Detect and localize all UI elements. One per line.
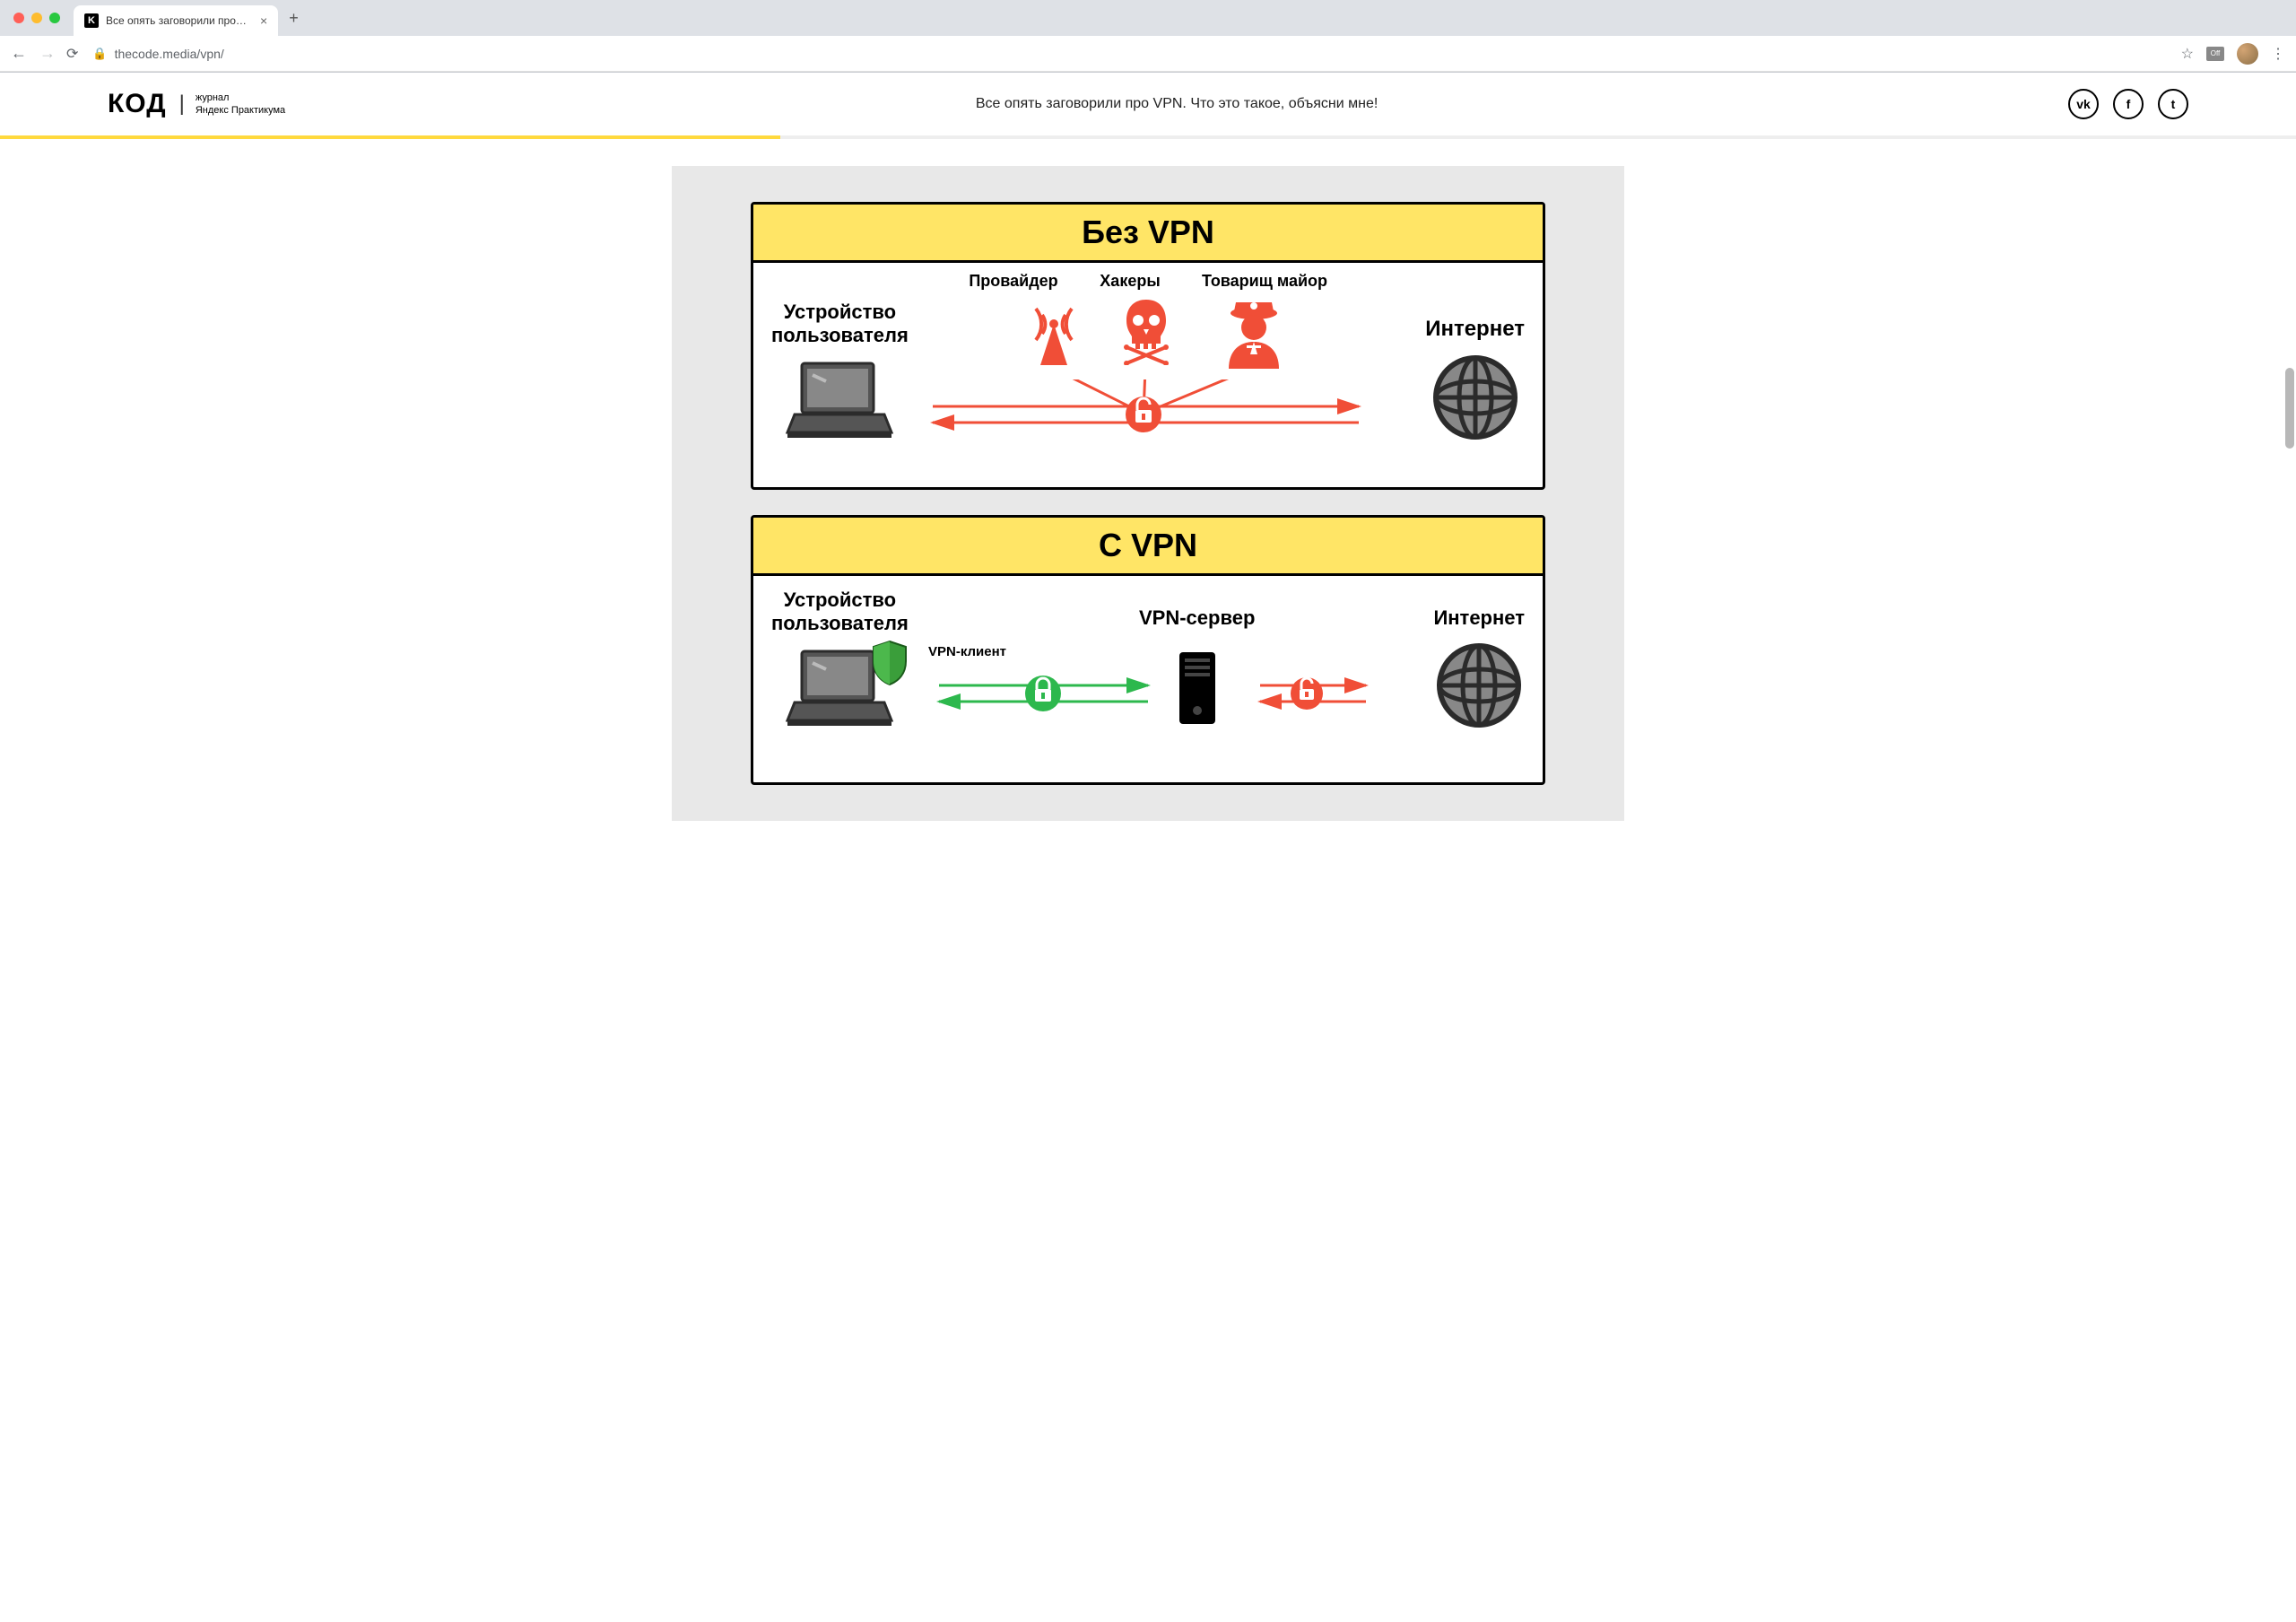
threat-label-officer: Товарищ майор bbox=[1197, 272, 1332, 291]
facebook-link[interactable]: f bbox=[2113, 89, 2144, 119]
diagram-without-vpn: Без VPN Провайдер Хакеры Товарищ майор У… bbox=[751, 202, 1545, 490]
scrollbar-thumb[interactable] bbox=[2285, 368, 2294, 449]
profile-avatar[interactable] bbox=[2237, 43, 2258, 65]
reading-progress bbox=[0, 135, 2296, 139]
antenna-icon bbox=[1022, 295, 1085, 367]
vpn-server-label: VPN-сервер bbox=[1139, 606, 1255, 630]
minimize-window-button[interactable] bbox=[31, 13, 42, 23]
connection-secure bbox=[928, 673, 1161, 718]
maximize-window-button[interactable] bbox=[49, 13, 60, 23]
tab-close-button[interactable]: × bbox=[260, 13, 267, 28]
address-bar[interactable]: 🔒 thecode.media/vpn/ bbox=[89, 47, 2170, 61]
extension-icon[interactable]: Off bbox=[2206, 47, 2224, 61]
browser-tab[interactable]: K Все опять заговорили про VP × bbox=[74, 5, 278, 36]
close-window-button[interactable] bbox=[13, 13, 24, 23]
back-button[interactable]: ← bbox=[11, 44, 27, 63]
server-icon bbox=[1175, 648, 1220, 728]
device-label-2: Устройство пользователя bbox=[771, 589, 909, 636]
internet-block: Интернет bbox=[1425, 317, 1525, 447]
internet-label-2: Интернет bbox=[1433, 606, 1525, 630]
connection-insecure bbox=[919, 379, 1377, 460]
progress-fill bbox=[0, 135, 780, 139]
logo-group[interactable]: КОД | журнал Яндекс Практикума bbox=[108, 89, 285, 119]
diagram-with-vpn: С VPN Устройство пользователя bbox=[751, 515, 1545, 785]
scrollbar[interactable] bbox=[2283, 72, 2296, 1622]
device-label: Устройство пользователя bbox=[771, 301, 909, 348]
shield-icon bbox=[870, 640, 909, 686]
site-logo: КОД bbox=[108, 89, 167, 119]
threat-labels: Провайдер Хакеры Товарищ майор bbox=[753, 272, 1543, 291]
browser-toolbar: ← → ⟳ 🔒 thecode.media/vpn/ ☆ Off ⋮ bbox=[0, 36, 2296, 72]
tab-bar: K Все опять заговорили про VP × + bbox=[0, 0, 2296, 36]
threat-label-hackers: Хакеры bbox=[1090, 272, 1170, 291]
twitter-link[interactable]: t bbox=[2158, 89, 2188, 119]
new-tab-button[interactable]: + bbox=[289, 9, 299, 28]
vpn-diagram: Без VPN Провайдер Хакеры Товарищ майор У… bbox=[672, 166, 1624, 821]
menu-button[interactable]: ⋮ bbox=[2271, 45, 2285, 63]
internet-label: Интернет bbox=[1425, 317, 1525, 342]
reload-button[interactable]: ⟳ bbox=[66, 45, 78, 63]
page-content: Без VPN Провайдер Хакеры Товарищ майор У… bbox=[0, 166, 2296, 821]
globe-icon-2 bbox=[1434, 641, 1524, 730]
site-header: КОД | журнал Яндекс Практикума Все опять… bbox=[0, 73, 2296, 135]
url-text: thecode.media/vpn/ bbox=[115, 47, 224, 61]
vpn-client-label: VPN-клиент bbox=[928, 644, 1006, 659]
nav-arrows: ← → bbox=[11, 44, 56, 63]
social-links: vk f t bbox=[2068, 89, 2188, 119]
tab-title: Все опять заговорили про VP bbox=[106, 14, 249, 27]
logo-separator: | bbox=[179, 92, 185, 117]
globe-icon bbox=[1431, 353, 1520, 442]
article-title: Все опять заговорили про VPN. Что это та… bbox=[285, 96, 2068, 112]
window-controls bbox=[13, 13, 60, 23]
device-block: Устройство пользователя bbox=[771, 301, 909, 444]
device-block-2: Устройство пользователя bbox=[771, 589, 909, 732]
browser-chrome: K Все опять заговорили про VP × + ← → ⟳ … bbox=[0, 0, 2296, 73]
bookmark-button[interactable]: ☆ bbox=[2181, 45, 2194, 63]
toolbar-right: ☆ Off ⋮ bbox=[2181, 43, 2285, 65]
laptop-icon bbox=[786, 359, 893, 440]
panel1-title: Без VPN bbox=[753, 205, 1543, 263]
panel2-title: С VPN bbox=[753, 518, 1543, 576]
connection-server-internet bbox=[1251, 673, 1377, 718]
vk-link[interactable]: vk bbox=[2068, 89, 2099, 119]
officer-icon bbox=[1218, 295, 1290, 369]
logo-subtitle: журнал Яндекс Практикума bbox=[196, 92, 285, 118]
forward-button[interactable]: → bbox=[39, 44, 56, 63]
internet-block-2: Интернет bbox=[1433, 606, 1525, 735]
skull-icon bbox=[1119, 295, 1173, 365]
tab-favicon: K bbox=[84, 13, 99, 28]
lock-icon: 🔒 bbox=[92, 47, 107, 61]
threat-label-provider: Провайдер bbox=[964, 272, 1063, 291]
